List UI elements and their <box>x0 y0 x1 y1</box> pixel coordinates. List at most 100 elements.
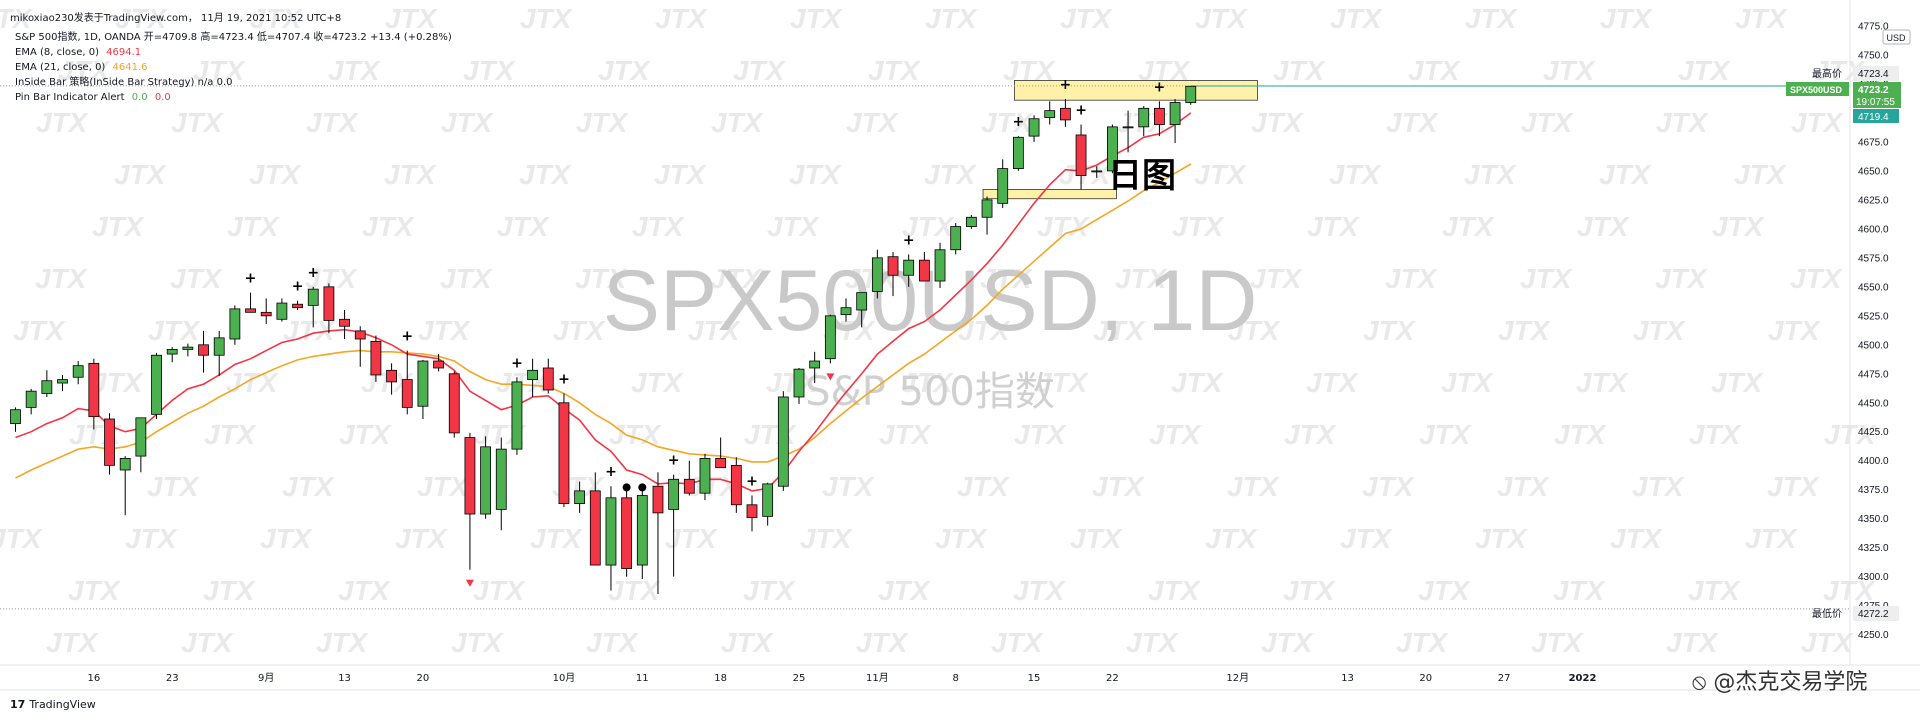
watermark-tile: JTX <box>1734 159 1788 190</box>
watermark-tile: JTX <box>1171 367 1225 398</box>
watermark-tile: JTX <box>92 211 146 242</box>
candle <box>245 292 256 313</box>
watermark-tile: JTX <box>1013 575 1067 606</box>
watermark-tile: JTX <box>451 627 505 658</box>
watermark-tile: JTX <box>553 315 607 346</box>
watermark-tile: JTX <box>250 3 304 34</box>
watermark-tile: JTX <box>1396 627 1450 658</box>
watermark-tile: JTX <box>125 523 179 554</box>
candles[interactable] <box>10 85 1197 595</box>
watermark-tile: JTX <box>1475 523 1529 554</box>
legend-ema8-row[interactable]: EMA (8, close, 0) 4694.1 <box>15 45 452 60</box>
candle-body <box>198 344 209 356</box>
watermark-tile: JTX <box>1666 627 1720 658</box>
channel-name: 杰克交易学院 <box>1735 670 1868 695</box>
price-axis-tags: 最高价 4723.4 SPX500USD 4723.2 19:07:55 471… <box>1786 66 1901 621</box>
watermark-tile: JTX <box>440 263 494 294</box>
candle-body <box>793 368 805 398</box>
candle-body <box>683 478 695 494</box>
candle-body <box>1185 85 1197 103</box>
watermark-tile: JTX <box>688 315 742 346</box>
legend-insidebar-label: InSide Bar 策略(InSide Bar Strategy) n/a 0… <box>15 77 233 88</box>
candle-body <box>1169 102 1181 125</box>
watermark-tile: JTX <box>1362 471 1416 502</box>
candle-body <box>809 360 821 369</box>
candle <box>119 456 131 516</box>
candle <box>558 393 570 508</box>
watermark-tile: JTX <box>631 367 685 398</box>
candle <box>229 305 241 345</box>
candle-body <box>715 458 727 469</box>
candle-body <box>746 504 758 518</box>
inside-bar-plus-marker: + <box>1075 103 1087 119</box>
watermark-tile: JTX <box>385 3 439 34</box>
low-price-tag: 4272.2 <box>1858 609 1889 620</box>
legend-ema21-row[interactable]: EMA (21, close, 0) 4641.6 <box>15 60 452 75</box>
price-tick-label: 4375.0 <box>1858 485 1889 496</box>
watermark-tile: JTX <box>1498 315 1552 346</box>
time-tick-label: 2022 <box>1569 673 1597 684</box>
legend-symbol-row[interactable]: S&P 500指数, 1D, OANDA 开=4709.8 高=4723.4 低… <box>15 30 452 45</box>
candle-body <box>887 256 899 276</box>
candle <box>339 310 350 339</box>
time-tick-label: 13 <box>338 673 351 684</box>
candle-body <box>401 379 413 408</box>
time-tick-label: 12月 <box>1226 672 1249 684</box>
inside-bar-plus-marker: + <box>903 232 915 248</box>
price-tick-label: 4400.0 <box>1858 456 1889 467</box>
watermark-tile: JTX <box>957 471 1011 502</box>
watermark-tile: JTX <box>473 575 527 606</box>
legend-pinbar-row[interactable]: Pin Bar Indicator Alert 0.0 0.0 <box>15 90 452 105</box>
candle-body <box>260 311 272 317</box>
candle <box>386 363 397 395</box>
watermark-tile: JTX <box>655 3 709 34</box>
watermark-tile: JTX <box>1306 367 1360 398</box>
daily-chart-annotation[interactable]: 日图 <box>1108 156 1176 196</box>
candle-body <box>1044 110 1056 118</box>
watermark-tile: JTX <box>249 159 303 190</box>
tradingview-brand: TradingView <box>29 698 96 711</box>
price-tick-label: 4525.0 <box>1858 311 1889 322</box>
watermark-tile: JTX <box>868 55 922 86</box>
price-tick-label: 4575.0 <box>1858 253 1889 264</box>
watermark-tile: JTX <box>608 575 662 606</box>
watermark-tile: JTX <box>1194 159 1248 190</box>
time-axis[interactable]: 16 23 9月 13 20 10月 11 18 25 11月 8 15 22 12月 13 20 27 2022 <box>87 672 1596 684</box>
candle-body <box>652 485 664 514</box>
time-tick-label: 22 <box>1106 673 1119 684</box>
watermark-tile: JTX <box>1791 107 1845 138</box>
watermark-tile: JTX <box>1712 211 1766 242</box>
candle-body <box>57 379 68 384</box>
price-tick-label: 4750.0 <box>1858 50 1889 61</box>
time-tick-label: 10月 <box>553 672 576 684</box>
legend-ema8-value: 4694.1 <box>106 47 142 58</box>
watermark-tile: JTX <box>981 107 1035 138</box>
currency-badge[interactable]: USD <box>1882 29 1911 45</box>
candle <box>151 352 162 419</box>
watermark-tile: JTX <box>1767 471 1821 502</box>
candle <box>292 300 303 311</box>
watermark-tile: JTX <box>91 367 145 398</box>
candle-body <box>527 369 539 380</box>
watermark-tile: JTX <box>1227 471 1281 502</box>
watermark-tile: JTX <box>1148 575 1202 606</box>
candle <box>840 298 852 322</box>
legend-pinbar-label: Pin Bar Indicator Alert <box>15 92 125 103</box>
candle <box>950 223 962 255</box>
inside-bar-zone <box>1013 80 1258 101</box>
watermark-tile: JTX <box>665 523 719 554</box>
candle-body <box>41 380 53 394</box>
legend-insidebar-row[interactable]: InSide Bar 策略(InSide Bar Strategy) n/a 0… <box>15 75 452 90</box>
candle-body <box>1091 170 1103 173</box>
candle-body <box>1154 107 1165 125</box>
watermark-tile: JTX <box>1554 419 1608 450</box>
price-tick-label: 4625.0 <box>1858 195 1889 206</box>
time-tick-label: 15 <box>1028 673 1041 684</box>
candle <box>1091 166 1103 178</box>
inside-bar-plus-marker: + <box>245 271 257 287</box>
watermark-tile: JTX <box>35 263 89 294</box>
watermark-tile: JTX <box>1768 315 1822 346</box>
candle <box>668 474 680 577</box>
tradingview-logo[interactable]: 17 TradingView <box>10 698 96 711</box>
